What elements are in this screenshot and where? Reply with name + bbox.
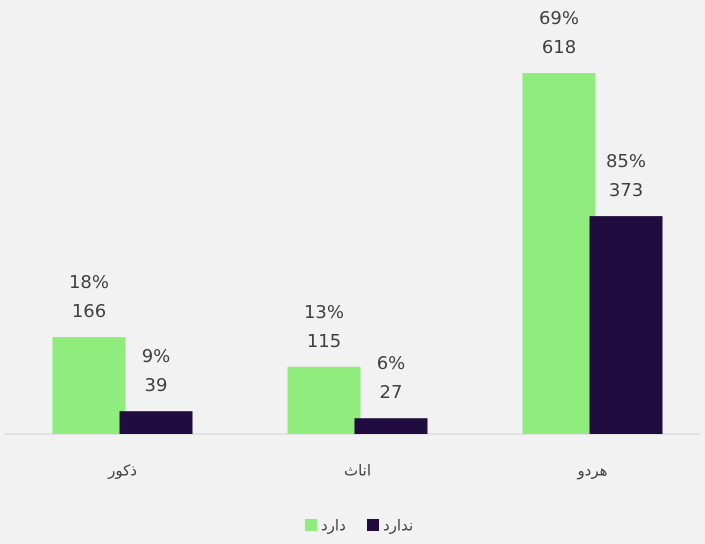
bar: [354, 418, 428, 434]
x-tick-label: ذکور: [107, 462, 137, 480]
value-label: 373: [609, 180, 643, 201]
bar: [52, 337, 126, 434]
x-tick-label: اناث: [344, 462, 371, 480]
bar: [589, 216, 663, 434]
percent-label: 85%: [606, 151, 646, 172]
bar: [119, 411, 193, 434]
legend-swatch: [305, 519, 317, 531]
legend-swatch: [367, 519, 379, 531]
legend-label: دارد: [321, 517, 346, 535]
percent-label: 6%: [377, 353, 406, 374]
percent-label: 18%: [69, 272, 109, 293]
legend-label: ندارد: [383, 517, 413, 535]
bar: [287, 366, 361, 434]
value-label: 27: [380, 382, 403, 403]
value-label: 618: [542, 37, 576, 58]
percent-label: 13%: [304, 302, 344, 323]
x-tick-label: هردو: [576, 462, 607, 480]
value-label: 166: [72, 301, 106, 322]
percent-label: 9%: [142, 346, 171, 367]
value-label: 115: [307, 331, 341, 352]
value-label: 39: [145, 375, 168, 396]
bar: [522, 73, 596, 434]
percent-label: 69%: [539, 8, 579, 29]
